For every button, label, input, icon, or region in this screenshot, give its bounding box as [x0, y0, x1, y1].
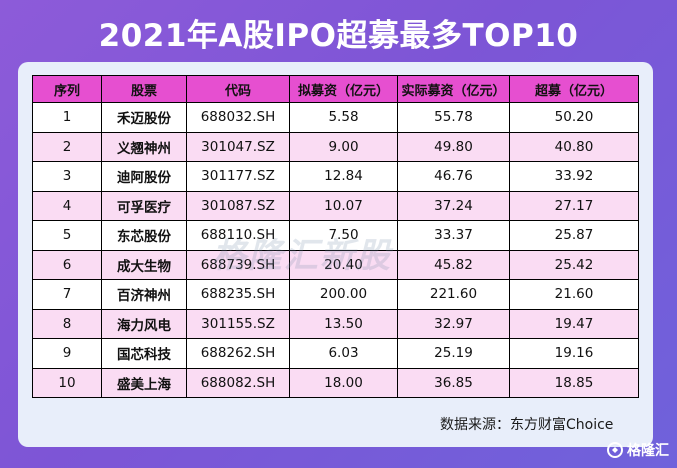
- table-cell: 36.85: [397, 367, 510, 398]
- table-cell: 33.37: [397, 220, 510, 251]
- table-cell: 迪阿股份: [101, 161, 187, 192]
- table-cell: 8: [32, 308, 102, 339]
- table-cell: 21.60: [509, 279, 639, 310]
- table-cell: 6.03: [289, 338, 398, 369]
- table-cell: 221.60: [397, 279, 510, 310]
- page-title: 2021年A股IPO超募最多TOP10: [98, 18, 579, 54]
- table-cell: 盛美上海: [101, 367, 187, 398]
- brand-name: 格隆汇: [627, 443, 669, 459]
- table-cell: 东芯股份: [101, 220, 187, 251]
- table-cell: 37.24: [397, 190, 510, 221]
- table-cell: 百济神州: [101, 279, 187, 310]
- table-row: 4 可孚医疗 301087.SZ 10.07 37.24 27.17: [32, 190, 639, 221]
- source-note: 数据来源：东方财富Choice: [440, 417, 614, 433]
- table-row: 10 盛美上海 688082.SH 18.00 36.85 18.85: [32, 367, 639, 398]
- column-header: 超募（亿元）: [509, 75, 639, 103]
- table-cell: 301177.SZ: [186, 161, 290, 192]
- ipo-table-container: 序列 股票 代码 拟募资（亿元） 实际募资（亿元） 超募（亿元） 1 禾迈股份 688032.…: [32, 75, 639, 398]
- table-cell: 50.20: [509, 102, 639, 133]
- table-cell: 200.00: [289, 279, 398, 310]
- table-row: 8 海力风电 301155.SZ 13.50 32.97 19.47: [32, 308, 639, 339]
- table-cell: 10.07: [289, 190, 398, 221]
- table-cell: 5.58: [289, 102, 398, 133]
- column-header: 代码: [186, 75, 290, 103]
- table-cell: 688262.SH: [186, 338, 290, 369]
- table-cell: 4: [32, 190, 102, 221]
- table-cell: 688739.SH: [186, 249, 290, 280]
- table-cell: 义翘神州: [101, 131, 187, 162]
- column-header: 拟募资（亿元）: [289, 75, 398, 103]
- table-cell: 9: [32, 338, 102, 369]
- table-cell: 13.50: [289, 308, 398, 339]
- table-cell: 9.00: [289, 131, 398, 162]
- table-cell: 7: [32, 279, 102, 310]
- table-header-row: 序列 股票 代码 拟募资（亿元） 实际募资（亿元） 超募（亿元）: [32, 75, 639, 103]
- table-row: 3 迪阿股份 301177.SZ 12.84 46.76 33.92: [32, 161, 639, 192]
- table-cell: 32.97: [397, 308, 510, 339]
- column-header: 序列: [32, 75, 102, 103]
- table-cell: 25.42: [509, 249, 639, 280]
- table-row: 1 禾迈股份 688032.SH 5.58 55.78 50.20: [32, 102, 639, 133]
- table-cell: 27.17: [509, 190, 639, 221]
- watermark-text: 格隆汇新股: [212, 236, 392, 276]
- table-cell: 10: [32, 367, 102, 398]
- ipo-table: 序列 股票 代码 拟募资（亿元） 实际募资（亿元） 超募（亿元） 1 禾迈股份 688032.…: [32, 75, 639, 398]
- brand-logo: 格隆汇: [607, 440, 669, 460]
- table-cell: 301047.SZ: [186, 131, 290, 162]
- table-cell: 1: [32, 102, 102, 133]
- table-cell: 49.80: [397, 131, 510, 162]
- table-cell: 可孚医疗: [101, 190, 187, 221]
- table-cell: 5: [32, 220, 102, 251]
- table-cell: 2: [32, 131, 102, 162]
- table-cell: 海力风电: [101, 308, 187, 339]
- table-cell: 3: [32, 161, 102, 192]
- table-cell: 688032.SH: [186, 102, 290, 133]
- table-cell: 19.16: [509, 338, 639, 369]
- table-body: 1 禾迈股份 688032.SH 5.58 55.78 50.20 2 义翘神州 301047.…: [32, 102, 639, 398]
- column-header: 实际募资（亿元）: [397, 75, 510, 103]
- table-row: 5 东芯股份 688110.SH 7.50 33.37 25.87: [32, 220, 639, 251]
- brand-icon: [607, 442, 623, 458]
- table-cell: 6: [32, 249, 102, 280]
- table-row: 7 百济神州 688235.SH 200.00 221.60 21.60: [32, 279, 639, 310]
- table-cell: 45.82: [397, 249, 510, 280]
- table-cell: 688110.SH: [186, 220, 290, 251]
- table-cell: 19.47: [509, 308, 639, 339]
- table-cell: 40.80: [509, 131, 639, 162]
- table-cell: 25.87: [509, 220, 639, 251]
- table-cell: 46.76: [397, 161, 510, 192]
- table-row: 6 成大生物 688739.SH 20.40 45.82 25.42: [32, 249, 639, 280]
- table-cell: 301087.SZ: [186, 190, 290, 221]
- table-cell: 33.92: [509, 161, 639, 192]
- table-cell: 18.85: [509, 367, 639, 398]
- table-cell: 12.84: [289, 161, 398, 192]
- table-cell: 禾迈股份: [101, 102, 187, 133]
- table-cell: 688235.SH: [186, 279, 290, 310]
- table-row: 9 国芯科技 688262.SH 6.03 25.19 19.16: [32, 338, 639, 369]
- table-cell: 25.19: [397, 338, 510, 369]
- column-header: 股票: [101, 75, 187, 103]
- table-cell: 国芯科技: [101, 338, 187, 369]
- table-cell: 688082.SH: [186, 367, 290, 398]
- table-cell: 301155.SZ: [186, 308, 290, 339]
- table-cell: 7.50: [289, 220, 398, 251]
- table-cell: 55.78: [397, 102, 510, 133]
- table-cell: 18.00: [289, 367, 398, 398]
- table-row: 2 义翘神州 301047.SZ 9.00 49.80 40.80: [32, 131, 639, 162]
- table-cell: 成大生物: [101, 249, 187, 280]
